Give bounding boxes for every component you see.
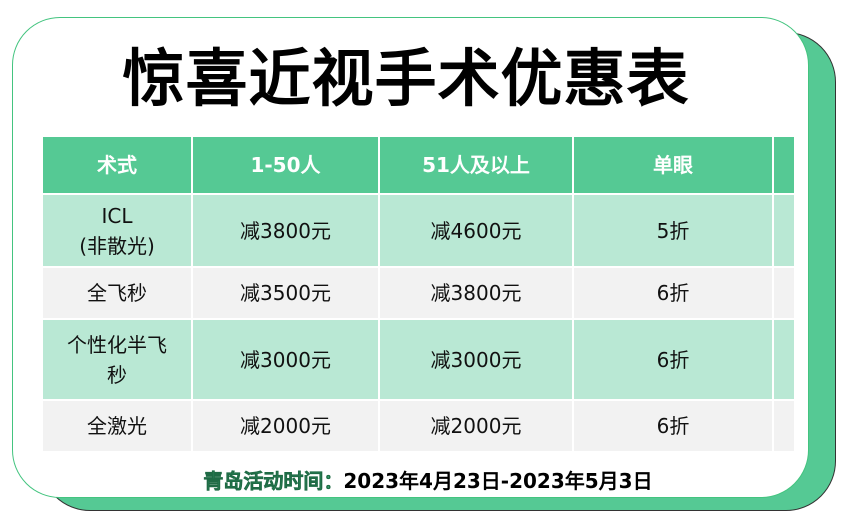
- header-extra: [772, 135, 796, 195]
- event-time-value: 2023年4月23日-2023年5月3日: [343, 469, 653, 493]
- table-row: 全激光 减2000元 减2000元 6折: [41, 399, 796, 453]
- table-cell: 6折: [572, 399, 774, 453]
- discount-table: 术式 1-50人 51人及以上 单眼 ICL (非散光) 减3800元 减4600元…: [41, 135, 796, 453]
- header-1-50: 1-50人: [191, 135, 380, 195]
- table-cell: [772, 266, 796, 320]
- table-cell: 减3800元: [191, 193, 380, 268]
- table-cell: 减4600元: [378, 193, 574, 268]
- table-cell: 减3800元: [378, 266, 574, 320]
- header-51-plus: 51人及以上: [378, 135, 574, 195]
- table-header-row: 术式 1-50人 51人及以上 单眼: [41, 135, 796, 195]
- table-row: 个性化半飞 秒减3000元 减3000元 6折: [41, 318, 796, 401]
- table-row: 全飞秒 减3500元 减3800元 6折: [41, 266, 796, 320]
- table-cell: 个性化半飞 秒: [41, 318, 193, 401]
- table-cell: [772, 399, 796, 453]
- table-cell: 减2000元: [378, 399, 574, 453]
- table-cell: 减3500元: [191, 266, 380, 320]
- table-cell: 全飞秒: [41, 266, 193, 320]
- table-cell: [772, 193, 796, 268]
- event-time-label: 青岛活动时间：: [203, 469, 344, 494]
- table-cell: 减2000元: [191, 399, 380, 453]
- table-cell: 减3000元: [378, 318, 574, 401]
- header-procedure: 术式: [41, 135, 193, 195]
- page-title: 惊喜近视手术优惠表: [122, 42, 690, 115]
- table-row: ICL (非散光) 减3800元 减4600元 5折: [41, 193, 796, 268]
- table-cell: 6折: [572, 266, 774, 320]
- table-cell: 全激光: [41, 399, 193, 453]
- table-cell: 5折: [572, 193, 774, 268]
- table-cell: 减3000元: [191, 318, 380, 401]
- table-cell: 6折: [572, 318, 774, 401]
- table-cell: [772, 318, 796, 401]
- table-cell: ICL (非散光): [41, 193, 193, 268]
- event-time: 青岛活动时间：2023年4月23日-2023年5月3日: [0, 465, 856, 494]
- header-single-eye: 单眼: [572, 135, 774, 195]
